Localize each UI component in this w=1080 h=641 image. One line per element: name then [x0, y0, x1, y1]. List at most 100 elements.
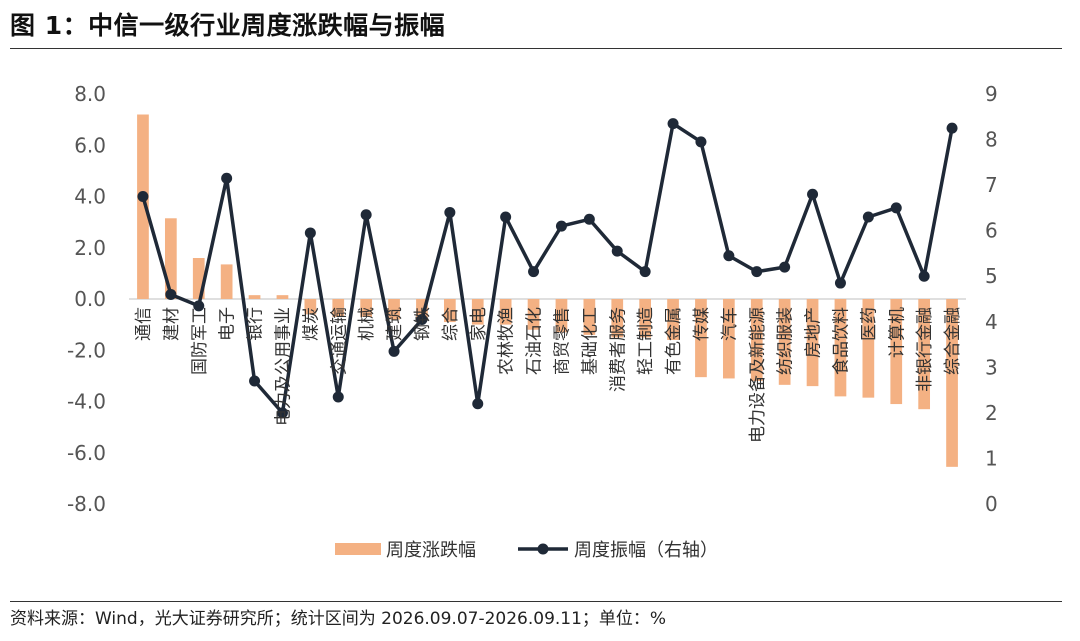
- category-label: 综合: [441, 307, 461, 341]
- category-label: 建材: [162, 307, 182, 341]
- line-point-房地产: [807, 188, 819, 200]
- bar-计算机: [890, 299, 903, 405]
- left-tick-label: 0.0: [74, 287, 106, 311]
- bar-银行: [248, 295, 261, 299]
- category-label: 钢铁: [413, 307, 433, 341]
- line-point-计算机: [890, 202, 902, 214]
- category-label: 房地产: [804, 307, 824, 358]
- line-point-商贸零售: [555, 220, 567, 232]
- bar-家电: [471, 299, 484, 325]
- line-point-建筑: [388, 345, 400, 357]
- line-point-交通运输: [332, 391, 344, 403]
- bar-电力及公用事业: [276, 295, 289, 299]
- line-point-有色金属: [667, 118, 679, 130]
- line-point-综合金融: [946, 122, 958, 134]
- bar-食品饮料: [834, 299, 847, 397]
- bar-消费者服务: [611, 299, 624, 338]
- left-tick-label: 8.0: [74, 82, 106, 106]
- bar-国防军工: [192, 258, 205, 299]
- line-point-煤炭: [304, 227, 316, 239]
- line-point-家电: [472, 398, 484, 410]
- right-tick-label: 9: [985, 82, 998, 106]
- bar-有色金属: [667, 299, 679, 340]
- right-tick-label: 3: [985, 355, 998, 379]
- top-divider: [10, 48, 1062, 49]
- line-point-医药: [862, 211, 874, 223]
- bar-建材: [164, 218, 177, 299]
- bar-交通运输: [332, 299, 345, 317]
- right-tick-label: 8: [985, 128, 998, 152]
- legend-line-marker: [537, 543, 549, 555]
- line-point-建材: [165, 288, 177, 300]
- category-label: 机械: [357, 307, 377, 341]
- category-label: 家电: [469, 307, 489, 341]
- bar-电子: [220, 264, 233, 299]
- category-label: 消费者服务: [608, 307, 628, 392]
- legend-line-label: 周度振幅（右轴）: [574, 540, 718, 561]
- category-label: 非银行金融: [915, 307, 935, 392]
- right-tick-label: 5: [985, 264, 998, 288]
- left-tick-label: 2.0: [74, 236, 106, 260]
- category-label: 通信: [134, 307, 154, 341]
- line-point-非银行金融: [918, 270, 930, 282]
- line-point-银行: [249, 375, 261, 387]
- line-point-汽车: [723, 250, 735, 262]
- category-label: 煤炭: [301, 307, 321, 341]
- bar-农林牧渔: [499, 299, 512, 325]
- bar-煤炭: [304, 299, 317, 315]
- left-tick-label: -8.0: [67, 492, 106, 516]
- category-label: 银行: [246, 307, 266, 341]
- bar-通信: [137, 114, 149, 299]
- left-tick-label: -2.0: [67, 338, 106, 362]
- line-point-电子: [221, 172, 233, 184]
- category-label: 综合金融: [943, 307, 963, 375]
- line-point-食品饮料: [834, 277, 846, 289]
- line-point-钢铁: [416, 314, 428, 325]
- category-label: 传媒: [692, 307, 712, 341]
- left-tick-label: 6.0: [74, 133, 106, 157]
- category-label: 石油石化: [525, 307, 545, 375]
- category-labels: 通信 建材 国防军工 电子 银行 电力及公用事业 煤炭 交通运输 机械 建筑 钢铁 综合 家电 农林牧渔石…: [134, 307, 963, 443]
- bar-建筑: [388, 299, 400, 320]
- right-axis-ticks: 9 8 7 6 5 4 3 2 1 0: [985, 82, 998, 516]
- line-point-石油石化: [528, 266, 540, 278]
- source-note: 资料来源：Wind，光大证券研究所；统计区间为 2026.09.07-2026.…: [10, 609, 667, 629]
- bar-传媒: [695, 299, 707, 378]
- line-point-农林牧渔: [500, 211, 512, 223]
- right-tick-label: 2: [985, 401, 998, 425]
- line-point-电力及公用事业: [276, 407, 288, 419]
- bar-钢铁: [416, 299, 428, 320]
- category-label: 基础化工: [580, 307, 600, 375]
- category-label: 轻工制造: [636, 307, 656, 375]
- line-point-国防军工: [193, 300, 205, 312]
- legend-bar-label: 周度涨跌幅: [386, 540, 476, 561]
- category-label: 交通运输: [329, 307, 349, 375]
- line-point-通信: [137, 191, 149, 202]
- category-label: 纺织服装: [776, 307, 796, 375]
- bar-机械: [360, 299, 373, 317]
- chart-area: 8.0 6.0 4.0 2.0 0.0 -2.0 -4.0 -6.0 -8.0 9 8 7 6 5 4 3 2…: [67, 82, 998, 561]
- bar-series: [137, 114, 958, 467]
- category-label: 国防军工: [190, 307, 210, 375]
- line-point-纺织服装: [779, 261, 791, 273]
- bar-房地产: [806, 299, 819, 387]
- bar-综合金融: [946, 299, 958, 467]
- line-series: [137, 118, 958, 419]
- category-label: 农林牧渔: [497, 307, 517, 375]
- left-tick-label: -4.0: [67, 390, 106, 414]
- right-tick-label: 6: [985, 219, 998, 243]
- line-path: [141, 121, 954, 415]
- category-label: 有色金属: [664, 307, 684, 375]
- bar-非银行金融: [918, 299, 931, 410]
- legend-bar-swatch: [335, 543, 381, 555]
- category-label: 电力及公用事业: [273, 307, 293, 426]
- bar-医药: [862, 299, 875, 398]
- legend: 周度涨跌幅 周度振幅（右轴）: [335, 540, 718, 561]
- bottom-divider: [10, 601, 1062, 602]
- right-tick-label: 0: [985, 492, 998, 516]
- right-tick-label: 7: [985, 173, 998, 197]
- category-label: 商贸零售: [552, 307, 572, 375]
- line-point-机械: [360, 209, 372, 221]
- bar-汽车: [722, 299, 735, 379]
- line-point-基础化工: [583, 213, 595, 225]
